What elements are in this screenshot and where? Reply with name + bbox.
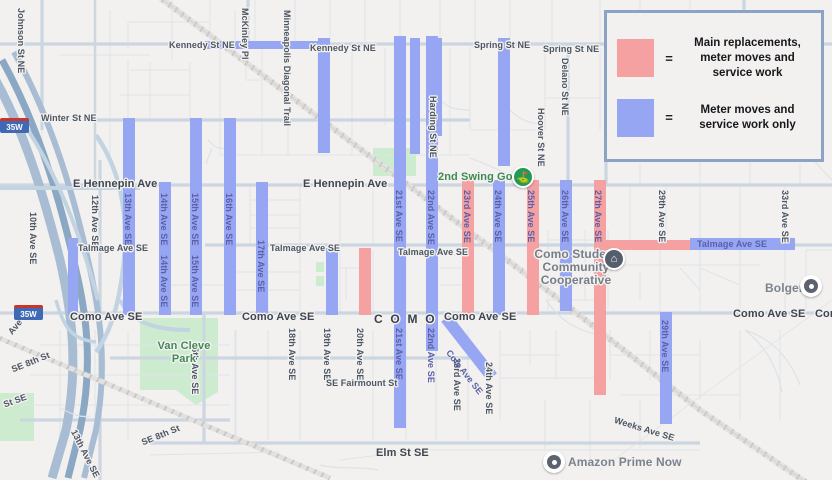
- work-segment-red: [600, 240, 696, 250]
- work-segment-red: [594, 180, 606, 395]
- legend-label-main-replacements: Main replacements, meter moves and servi…: [694, 36, 801, 79]
- work-segment-red: [359, 248, 371, 315]
- work-segment-blue: [318, 38, 330, 153]
- legend-row-main-replacements: = Main replacements, meter moves and ser…: [617, 36, 811, 81]
- highway-shield-35w-top: 35W: [0, 118, 29, 133]
- circle-icon: [543, 451, 565, 473]
- work-segment-red: [527, 180, 539, 315]
- poi-marker-2nd-swing-golf[interactable]: ⛳: [512, 166, 534, 193]
- poi-marker-amazon-prime-now[interactable]: [543, 451, 565, 478]
- work-segment-blue: [256, 182, 268, 315]
- work-segment-blue: [660, 312, 672, 424]
- work-segment-blue: [159, 182, 171, 315]
- home-icon: ⌂: [603, 248, 625, 270]
- work-segment-blue: [326, 248, 338, 315]
- legend-equals-sign: =: [665, 110, 673, 125]
- work-segment-blue: [493, 180, 505, 315]
- legend-swatch-blue: [617, 98, 654, 137]
- work-segment-blue: [498, 38, 510, 166]
- circle-icon: [800, 275, 822, 297]
- work-segment-blue: [394, 36, 406, 428]
- legend-equals-sign: =: [665, 50, 673, 66]
- work-segment-blue: [68, 238, 78, 315]
- minor-streets: [20, 0, 832, 461]
- highway-shield-35w-bottom: 35W: [14, 305, 43, 320]
- work-segment-blue: [123, 118, 135, 315]
- work-segment-blue: [410, 38, 420, 154]
- work-segment-red: [462, 180, 474, 315]
- railway-line: [158, 0, 808, 480]
- railway-line-2: [0, 335, 331, 480]
- legend-swatch-red: [617, 39, 654, 77]
- work-segment-blue: [205, 41, 320, 49]
- work-segment-blue: [560, 180, 572, 311]
- work-segment-blue: [224, 118, 236, 315]
- park-polygons: [0, 148, 416, 441]
- work-segment-blue: [690, 238, 795, 250]
- work-segment-blue: [190, 118, 202, 315]
- golf-icon: ⛳: [512, 166, 534, 188]
- legend-row-meter-moves: = Meter moves and service work only: [617, 98, 811, 137]
- poi-marker-como-student-community-cooperative[interactable]: ⌂: [603, 248, 625, 275]
- legend-label-meter-moves: Meter moves and service work only: [699, 103, 796, 131]
- work-segment-blue: [426, 36, 438, 351]
- map-legend: = Main replacements, meter moves and ser…: [604, 10, 824, 162]
- poi-marker-bolger[interactable]: [800, 275, 822, 302]
